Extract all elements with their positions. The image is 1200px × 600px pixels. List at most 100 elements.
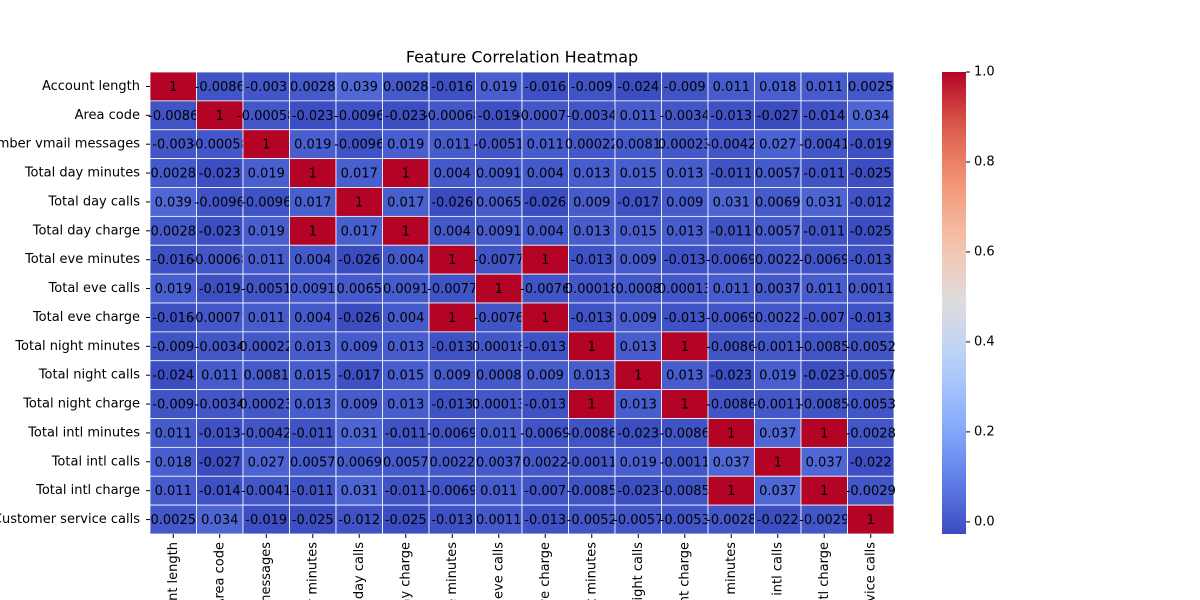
cell-annotation: -0.013	[571, 311, 613, 326]
heatmap-cell	[428, 446, 476, 477]
cell-annotation: 0.039	[341, 80, 378, 95]
heatmap-cell	[335, 215, 383, 246]
cell-annotation: 0.0028	[151, 167, 197, 182]
y-tick-label: Total day charge	[32, 223, 140, 238]
cell-annotation: -0.0011	[753, 340, 803, 355]
cell-annotation: -0.0076	[520, 282, 570, 297]
cell-annotation: 0.011	[806, 282, 843, 297]
cell-annotation: 0.004	[387, 253, 424, 268]
y-tick-label: Total night minutes	[14, 339, 140, 354]
cell-annotation: 0.019	[620, 455, 657, 470]
heatmap-cell	[661, 389, 709, 419]
cell-annotation: -0.026	[431, 195, 473, 210]
x-tick-label: Total night charge	[677, 542, 692, 600]
cell-annotation: -0.027	[199, 455, 241, 470]
cell-annotation: -0.0086	[706, 398, 756, 413]
cell-annotation: -0.013	[710, 109, 752, 124]
x-tick-label: Total night minutes	[584, 542, 599, 600]
cell-annotation: 1	[402, 167, 410, 182]
cell-annotation: -0.019	[850, 138, 892, 153]
cell-annotation: 0.00022	[239, 340, 293, 355]
cell-annotation: 0.011	[806, 80, 843, 95]
cell-annotation: 1	[681, 398, 689, 413]
heatmap-cell	[242, 100, 290, 131]
cell-annotation: 0.019	[248, 167, 285, 182]
cell-annotation: -0.0034	[195, 398, 245, 413]
cell-annotation: 0.011	[620, 109, 657, 124]
heatmap-cell	[707, 331, 755, 362]
cell-annotation: 0.0011	[848, 282, 894, 297]
heatmap-cell	[149, 273, 197, 304]
cell-annotation: -0.013	[524, 340, 566, 355]
cell-annotation: 0.015	[620, 167, 657, 182]
cell-annotation: -0.011	[803, 224, 845, 239]
cell-annotation: 0.009	[620, 253, 657, 268]
heatmap-cell	[754, 331, 802, 362]
heatmap-cell	[196, 504, 244, 535]
cell-annotation: 0.017	[294, 195, 331, 210]
cell-annotation: 0.011	[527, 138, 564, 153]
cell-annotation: -0.026	[338, 311, 380, 326]
x-tick-label: Total day charge	[398, 542, 413, 600]
heatmap-cell	[382, 71, 430, 102]
cell-annotation: -0.026	[338, 253, 380, 268]
cell-annotation: -0.025	[850, 224, 892, 239]
cell-annotation: -0.0085	[799, 398, 849, 413]
cell-annotation: 0.018	[759, 80, 796, 95]
cell-annotation: -0.011	[292, 426, 334, 441]
heatmap-cell	[614, 158, 662, 188]
cell-annotation: -0.013	[524, 398, 566, 413]
cell-annotation: 0.011	[155, 426, 192, 441]
heatmap-cell	[242, 504, 290, 535]
cell-annotation: -0.009	[664, 80, 706, 95]
heatmap-cell	[475, 302, 523, 333]
x-tick-label: Area code	[212, 542, 227, 600]
cell-annotation: 0.013	[387, 398, 424, 413]
heatmap-cell	[196, 273, 244, 304]
cell-annotation: 0.013	[573, 167, 610, 182]
cell-annotation: 0.031	[713, 195, 750, 210]
colorbar	[942, 72, 966, 534]
cell-annotation: -0.016	[524, 80, 566, 95]
heatmap-cell	[196, 71, 244, 102]
cell-annotation: -0.026	[524, 195, 566, 210]
cell-annotation: -0.0029	[799, 513, 849, 528]
cell-annotation: -0.012	[850, 195, 892, 210]
cell-annotation: -0.0011	[660, 455, 710, 470]
heatmap-cell	[754, 129, 802, 160]
cell-annotation: 0.009	[620, 311, 657, 326]
heatmap-cell	[149, 504, 197, 535]
cell-annotation: -0.023	[199, 224, 241, 239]
cell-annotation: 1	[495, 282, 503, 297]
cell-annotation: -0.019	[245, 513, 287, 528]
cell-annotation: -0.00071	[516, 109, 574, 124]
cell-annotation: -0.023	[385, 109, 427, 124]
cell-annotation: -0.0034	[195, 340, 245, 355]
heatmap-cell	[428, 100, 476, 131]
cell-annotation: 0.0069	[337, 455, 383, 470]
cell-annotation: 0.004	[294, 253, 331, 268]
cell-annotation: 0.0069	[755, 195, 801, 210]
cell-annotation: 0.004	[434, 224, 471, 239]
heatmap-cell	[196, 244, 244, 275]
cell-annotation: 0.0028	[290, 80, 336, 95]
cell-annotation: 0.004	[387, 311, 424, 326]
y-tick-label: Total eve minutes	[24, 252, 140, 267]
cell-annotation: -0.013	[664, 311, 706, 326]
x-tick-label: Customer service calls	[863, 542, 878, 600]
cell-annotation: -0.013	[431, 513, 473, 528]
heatmap-cell	[475, 504, 523, 535]
cell-annotation: 1	[820, 426, 828, 441]
heatmap-cell	[242, 187, 290, 217]
cell-annotation: -0.017	[617, 195, 659, 210]
cell-annotation: 0.0057	[755, 224, 801, 239]
cell-annotation: -0.0086	[660, 426, 710, 441]
cell-annotation: -0.012	[338, 513, 380, 528]
heatmap-cell	[754, 360, 802, 391]
cell-annotation: 0.011	[480, 484, 517, 499]
heatmap-cell	[196, 302, 244, 333]
heatmap-cell	[289, 244, 337, 275]
heatmap-cell	[661, 273, 709, 304]
cell-annotation: -0.00058	[191, 138, 249, 153]
cell-annotation: 0.0057	[755, 167, 801, 182]
